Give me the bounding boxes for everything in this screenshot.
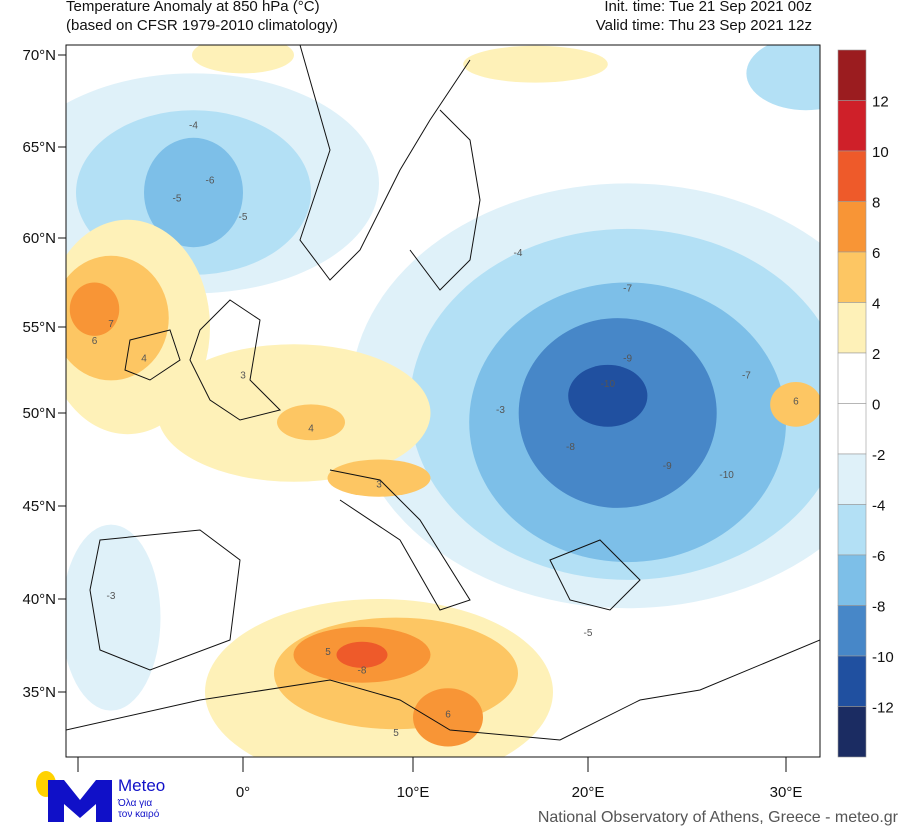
colorbar-label: -8: [872, 599, 885, 616]
anomaly-region: [277, 404, 345, 441]
colorbar-label: 2: [872, 346, 880, 363]
map-title: Temperature Anomaly at 850 hPa (°C) (bas…: [66, 0, 338, 35]
tagline-line: τον καιρό: [118, 809, 160, 820]
colorbar-bin: [837, 453, 867, 505]
colorbar-bin: [837, 49, 867, 101]
colorbar-label: 6: [872, 245, 880, 262]
colorbar-bin: [837, 655, 867, 707]
colorbar-bin: [837, 554, 867, 606]
lat-tick-label: 55°N: [22, 319, 56, 336]
contour-label: -5: [173, 194, 182, 205]
colorbar-label: 8: [872, 195, 880, 212]
colorbar-bin: [837, 302, 867, 354]
lon-tick-label: 30°E: [770, 784, 803, 801]
colorbar-bin: [837, 352, 867, 404]
anomaly-region: [192, 45, 294, 74]
contour-label: 6: [92, 336, 98, 347]
colorbar-label: -10: [872, 649, 894, 666]
anomaly-region: [327, 459, 431, 497]
colorbar-bin: [837, 605, 867, 657]
anomaly-region: [66, 524, 161, 711]
anomaly-region: [69, 282, 120, 336]
lat-tick-label: 40°N: [22, 591, 56, 608]
lon-tick-label: 0°: [236, 784, 250, 801]
colorbar-label: -2: [872, 447, 885, 464]
contour-label: -10: [601, 379, 616, 390]
contour-label: 3: [376, 479, 382, 490]
lat-tick-label: 50°N: [22, 405, 56, 422]
contour-label: -3: [107, 591, 116, 602]
coastlines: [66, 45, 820, 741]
contour-label: -4: [189, 121, 198, 132]
colorbar-label: 12: [872, 94, 889, 111]
colorbar-bin: [837, 403, 867, 455]
colorbar-bin: [837, 251, 867, 303]
title-line: Temperature Anomaly at 850 hPa (°C): [66, 0, 320, 15]
contour-label: -8: [358, 665, 367, 676]
contour-label: -5: [239, 212, 248, 223]
lon-tick-label: 20°E: [572, 784, 605, 801]
contour-label: -8: [566, 442, 575, 453]
colorbar-label: -4: [872, 498, 885, 515]
tagline-line: Όλα για: [118, 798, 153, 809]
anomaly-region: [568, 364, 648, 427]
logo-tagline: Όλα για τον καιρό: [118, 798, 159, 820]
contour-label: 4: [308, 424, 314, 435]
colorbar: 12 10 8 6 4 2 0 -2 -4 -6 -8 -10 -12: [837, 49, 894, 758]
colorbar-bin: [837, 504, 867, 556]
lat-tick-label: 70°N: [22, 47, 56, 64]
anomaly-region: [144, 137, 243, 248]
contour-label: 7: [108, 319, 114, 330]
contour-label: 5: [325, 647, 331, 658]
contour-label: -7: [623, 283, 632, 294]
anomaly-region: [770, 382, 820, 427]
anomaly-region: [413, 688, 483, 747]
contour-label: 5: [393, 728, 399, 739]
forecast-times: Init. time: Tue 21 Sep 2021 00z Valid ti…: [596, 0, 812, 35]
colorbar-label: 10: [872, 144, 889, 161]
colorbar-bin: [837, 201, 867, 253]
contour-label: -6: [206, 175, 215, 186]
lon-tick-label: 10°E: [397, 784, 430, 801]
contour-label: 4: [141, 353, 147, 364]
contour-label: 6: [445, 709, 451, 720]
logo-name: Meteo: [118, 776, 166, 795]
lat-tick-label: 35°N: [22, 684, 56, 701]
contour-label: -9: [663, 461, 672, 472]
contour-label: -3: [496, 405, 505, 416]
subtitle-line: (based on CFSR 1979-2010 climatology): [66, 17, 338, 34]
colorbar-label: -12: [872, 700, 894, 717]
lat-tick-label: 45°N: [22, 498, 56, 515]
contour-label: -5: [584, 628, 593, 639]
contour-label: -9: [623, 353, 632, 364]
valid-time: Valid time: Thu 23 Sep 2021 12z: [595, 17, 812, 34]
colorbar-label: 0: [872, 397, 880, 414]
colorbar-bin: [837, 150, 867, 202]
colorbar-label: -6: [872, 548, 885, 565]
colorbar-label: 4: [872, 296, 880, 313]
contour-label: 3: [240, 371, 246, 382]
colorbar-bin: [837, 706, 867, 758]
contour-label: -7: [742, 371, 751, 382]
contour-label: -4: [514, 248, 523, 259]
lat-tick-label: 60°N: [22, 230, 56, 247]
init-time: Init. time: Tue 21 Sep 2021 00z: [604, 0, 812, 15]
contour-label: -10: [719, 470, 734, 481]
map-frame: [65, 44, 821, 758]
anomaly-fill: [66, 45, 820, 757]
contour-label: 6: [793, 396, 799, 407]
anomaly-region: [336, 641, 388, 668]
credit-footer[interactable]: National Observatory of Athens, Greece -…: [537, 809, 898, 826]
lat-tick-label: 65°N: [22, 139, 56, 156]
anomaly-region: [746, 45, 820, 111]
colorbar-bin: [837, 100, 867, 152]
anomaly-region: [463, 45, 608, 83]
